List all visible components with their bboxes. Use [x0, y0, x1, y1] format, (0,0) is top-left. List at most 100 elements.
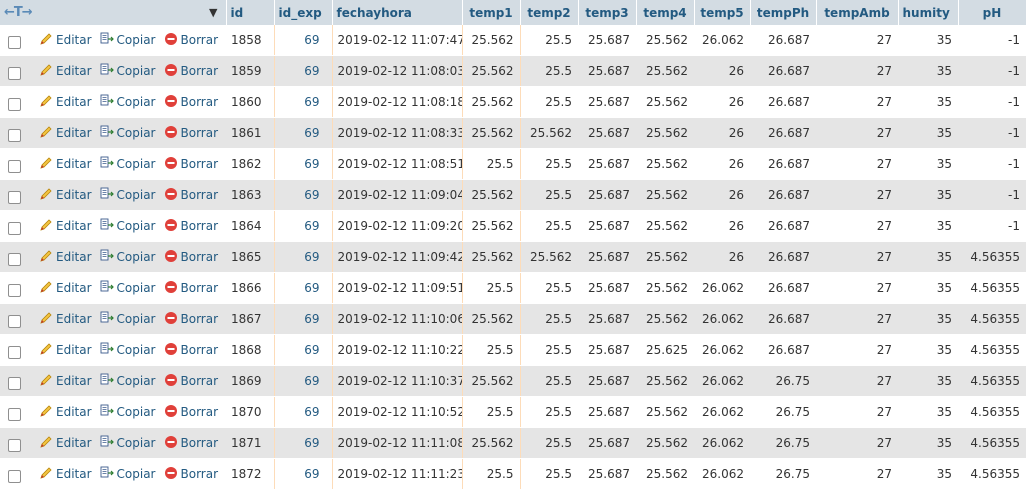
copy-button[interactable]: Copiar — [100, 249, 156, 266]
delete-button[interactable]: Borrar — [164, 342, 218, 359]
edit-button[interactable]: Editar — [39, 63, 92, 80]
edit-button[interactable]: Editar — [39, 404, 92, 421]
copy-button[interactable]: Copiar — [100, 63, 156, 80]
cell-id-exp[interactable]: 69 — [274, 365, 333, 397]
table-row: Editar Copiar Borrar 1872 69 2019-02-12 11:11… — [0, 458, 1026, 490]
cell-id-exp[interactable]: 69 — [274, 117, 333, 149]
delete-button[interactable]: Borrar — [164, 404, 218, 421]
copy-button[interactable]: Copiar — [100, 404, 156, 421]
delete-button[interactable]: Borrar — [164, 187, 218, 204]
delete-button[interactable]: Borrar — [164, 218, 218, 235]
cell-id-exp[interactable]: 69 — [274, 148, 333, 180]
copy-icon — [100, 466, 114, 483]
pencil-icon — [39, 373, 53, 390]
column-header-temp5[interactable]: temp5 — [694, 0, 751, 25]
copy-button[interactable]: Copiar — [100, 94, 156, 111]
cell-id-exp[interactable]: 69 — [274, 334, 333, 366]
delete-button[interactable]: Borrar — [164, 125, 218, 142]
edit-button[interactable]: Editar — [39, 466, 92, 483]
delete-button[interactable]: Borrar — [164, 435, 218, 452]
row-actions-cell: Editar Copiar Borrar — [0, 117, 226, 149]
delete-button[interactable]: Borrar — [164, 94, 218, 111]
row-checkbox[interactable] — [8, 314, 21, 328]
edit-button[interactable]: Editar — [39, 373, 92, 390]
cell-id-exp[interactable]: 69 — [274, 272, 333, 304]
edit-button[interactable]: Editar — [39, 435, 92, 452]
edit-button[interactable]: Editar — [39, 125, 92, 142]
column-header-temp1[interactable]: temp1 — [462, 0, 521, 25]
row-checkbox[interactable] — [8, 407, 21, 421]
row-checkbox[interactable] — [8, 190, 21, 204]
copy-button[interactable]: Copiar — [100, 187, 156, 204]
cell-id: 1868 — [226, 334, 275, 366]
delete-button[interactable]: Borrar — [164, 249, 218, 266]
row-checkbox[interactable] — [8, 252, 21, 266]
edit-button[interactable]: Editar — [39, 32, 92, 49]
column-header-humity[interactable]: humity — [898, 0, 959, 25]
row-checkbox[interactable] — [8, 221, 21, 235]
row-checkbox[interactable] — [8, 345, 21, 359]
row-checkbox[interactable] — [8, 97, 21, 111]
copy-button[interactable]: Copiar — [100, 466, 156, 483]
copy-button[interactable]: Copiar — [100, 218, 156, 235]
edit-button[interactable]: Editar — [39, 249, 92, 266]
copy-button[interactable]: Copiar — [100, 373, 156, 390]
copy-button[interactable]: Copiar — [100, 342, 156, 359]
sort-dropdown-icon[interactable]: ▼ — [209, 6, 218, 19]
cell-id-exp[interactable]: 69 — [274, 210, 333, 242]
edit-button[interactable]: Editar — [39, 187, 92, 204]
cell-id-exp[interactable]: 69 — [274, 241, 333, 273]
cell-id-exp[interactable]: 69 — [274, 427, 333, 459]
column-header-temp4[interactable]: temp4 — [636, 0, 695, 25]
copy-button[interactable]: Copiar — [100, 311, 156, 328]
edit-button[interactable]: Editar — [39, 342, 92, 359]
column-header-tempamb[interactable]: tempAmb — [816, 0, 899, 25]
delete-button[interactable]: Borrar — [164, 32, 218, 49]
delete-icon — [164, 280, 178, 297]
delete-button[interactable]: Borrar — [164, 63, 218, 80]
edit-button[interactable]: Editar — [39, 280, 92, 297]
delete-button[interactable]: Borrar — [164, 311, 218, 328]
delete-button[interactable]: Borrar — [164, 466, 218, 483]
column-header-id[interactable]: id — [226, 0, 275, 25]
cell-id-exp[interactable]: 69 — [274, 86, 333, 118]
edit-label: Editar — [56, 312, 92, 326]
copy-button[interactable]: Copiar — [100, 280, 156, 297]
cell-id-exp[interactable]: 69 — [274, 55, 333, 87]
edit-button[interactable]: Editar — [39, 311, 92, 328]
row-checkbox[interactable] — [8, 159, 21, 173]
cell-id-exp[interactable]: 69 — [274, 25, 333, 56]
column-header-temp3[interactable]: temp3 — [578, 0, 637, 25]
delete-button[interactable]: Borrar — [164, 156, 218, 173]
row-checkbox[interactable] — [8, 469, 21, 483]
cell-id-exp[interactable]: 69 — [274, 458, 333, 490]
row-checkbox[interactable] — [8, 376, 21, 390]
cell-temp3: 25.687 — [578, 303, 636, 335]
copy-button[interactable]: Copiar — [100, 125, 156, 142]
cell-temp4: 25.562 — [636, 148, 694, 180]
column-header-id-exp[interactable]: id_exp — [274, 0, 333, 25]
copy-button[interactable]: Copiar — [100, 435, 156, 452]
row-checkbox[interactable] — [8, 66, 21, 80]
copy-button[interactable]: Copiar — [100, 32, 156, 49]
cell-tempamb: 27 — [816, 148, 898, 180]
delete-button[interactable]: Borrar — [164, 280, 218, 297]
row-checkbox[interactable] — [8, 35, 21, 49]
column-header-tempph[interactable]: tempPh — [750, 0, 817, 25]
column-arrows-control[interactable]: ←T→ — [4, 5, 33, 20]
column-header-temp2[interactable]: temp2 — [520, 0, 579, 25]
edit-button[interactable]: Editar — [39, 218, 92, 235]
column-header-ph[interactable]: pH — [958, 0, 1027, 25]
row-checkbox[interactable] — [8, 438, 21, 452]
row-checkbox[interactable] — [8, 283, 21, 297]
delete-button[interactable]: Borrar — [164, 373, 218, 390]
column-header-fechayhora[interactable]: fechayhora — [332, 0, 463, 25]
cell-id-exp[interactable]: 69 — [274, 396, 333, 428]
row-checkbox[interactable] — [8, 128, 21, 142]
cell-temp5: 26.062 — [694, 458, 750, 490]
edit-button[interactable]: Editar — [39, 156, 92, 173]
copy-button[interactable]: Copiar — [100, 156, 156, 173]
cell-id-exp[interactable]: 69 — [274, 179, 333, 211]
cell-id-exp[interactable]: 69 — [274, 303, 333, 335]
edit-button[interactable]: Editar — [39, 94, 92, 111]
